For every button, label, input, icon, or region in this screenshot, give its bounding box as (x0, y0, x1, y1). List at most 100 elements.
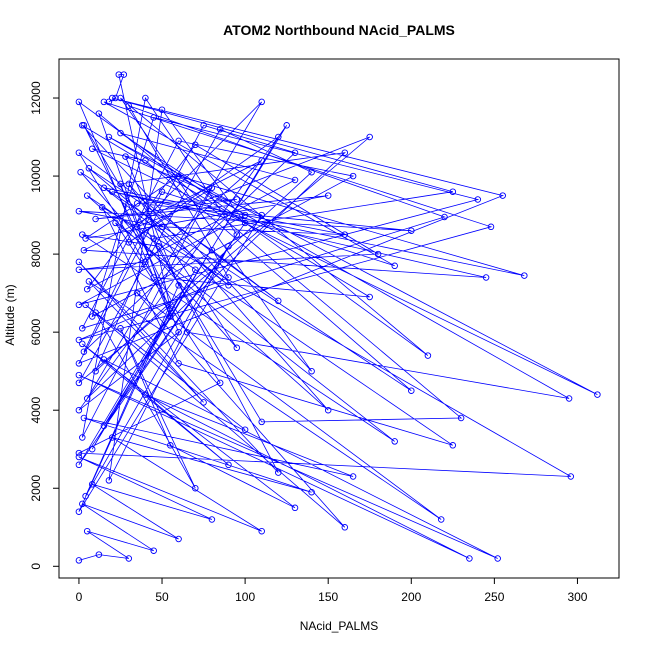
data-point (167, 313, 174, 320)
data-point (75, 453, 83, 461)
data-point (125, 102, 133, 110)
data-point (125, 555, 133, 562)
data-point (142, 157, 149, 164)
data-point (349, 172, 357, 180)
data-point (308, 367, 315, 375)
y-tick-label: 4000 (29, 397, 43, 424)
x-tick-label: 100 (235, 590, 255, 604)
x-tick-label: 300 (567, 590, 587, 604)
data-point (283, 122, 290, 129)
data-point (79, 500, 86, 508)
x-tick-label: 50 (155, 590, 169, 604)
data-point (424, 352, 432, 359)
data-point (108, 94, 116, 102)
data-point (200, 399, 207, 406)
y-tick-label: 6000 (29, 318, 43, 345)
x-tick-label: 0 (76, 590, 83, 604)
data-point (92, 309, 99, 316)
series-line (77, 74, 598, 561)
data-point (88, 313, 96, 320)
data-point (200, 122, 207, 129)
data-point (521, 272, 528, 279)
data-point (75, 258, 83, 266)
data-point (82, 235, 89, 242)
data-point (92, 215, 99, 223)
x-tick-label: 150 (318, 590, 338, 604)
data-point (565, 395, 573, 402)
data-point (142, 258, 149, 266)
data-point (258, 157, 265, 164)
data-point (122, 153, 129, 160)
data-point (117, 325, 124, 332)
data-point (83, 395, 91, 402)
data-point (225, 274, 232, 281)
data-point (82, 492, 89, 500)
data-point (408, 387, 415, 394)
data-point (291, 176, 299, 184)
data-point (125, 239, 133, 246)
data-point (150, 547, 157, 554)
data-point (374, 250, 382, 258)
data-point (79, 325, 86, 332)
data-point (341, 149, 349, 156)
data-point (117, 180, 124, 188)
data-point (408, 227, 415, 234)
data-point (457, 414, 465, 422)
data-point (233, 231, 241, 238)
data-point (258, 98, 265, 106)
data-point (167, 442, 174, 449)
data-point (225, 282, 232, 289)
data-point (183, 328, 191, 336)
data-point (474, 196, 482, 203)
plot-frame (58, 58, 620, 579)
data-point (108, 434, 116, 441)
data-point (80, 348, 88, 355)
data-point (142, 391, 149, 398)
data-point (79, 340, 86, 348)
data-point (83, 192, 91, 199)
data-point (150, 114, 157, 121)
data-point (142, 94, 149, 102)
data-point (366, 133, 373, 141)
data-point (105, 98, 113, 106)
data-point (391, 262, 398, 270)
data-point (83, 285, 91, 293)
data-point (175, 282, 182, 289)
data-point (108, 188, 116, 195)
chart-title: ATOM2 Northbound NAcid_PALMS (223, 22, 455, 38)
data-point (441, 213, 448, 221)
data-point (208, 184, 216, 192)
data-point (258, 527, 265, 535)
data-point (150, 274, 157, 281)
data-point (120, 71, 128, 78)
data-point (366, 293, 373, 301)
data-point (133, 200, 141, 207)
data-point (105, 477, 113, 484)
data-point (75, 508, 83, 515)
data-point (117, 129, 124, 137)
data-point (482, 274, 490, 281)
data-point (75, 557, 83, 564)
data-point (225, 461, 232, 469)
data-point (75, 461, 83, 469)
data-point (100, 356, 108, 363)
y-axis: 0 2000 4000 6000 8000 10000 12000 (29, 81, 60, 570)
data-point (158, 106, 166, 113)
data-point (77, 168, 84, 176)
data-point (75, 98, 83, 106)
data-point (150, 235, 157, 242)
data-point (100, 422, 108, 430)
data-point (82, 301, 89, 309)
x-axis: 0 50 100 150 200 250 300 (76, 577, 588, 604)
data-point (275, 297, 282, 305)
data-point (75, 406, 83, 414)
data-point (100, 98, 108, 106)
data-point (117, 94, 124, 102)
data-point (167, 305, 174, 312)
y-tick-label: 12000 (29, 81, 43, 115)
y-tick-label: 2000 (29, 475, 43, 502)
data-point (75, 207, 83, 215)
data-point (594, 391, 601, 398)
data-point (275, 469, 282, 476)
